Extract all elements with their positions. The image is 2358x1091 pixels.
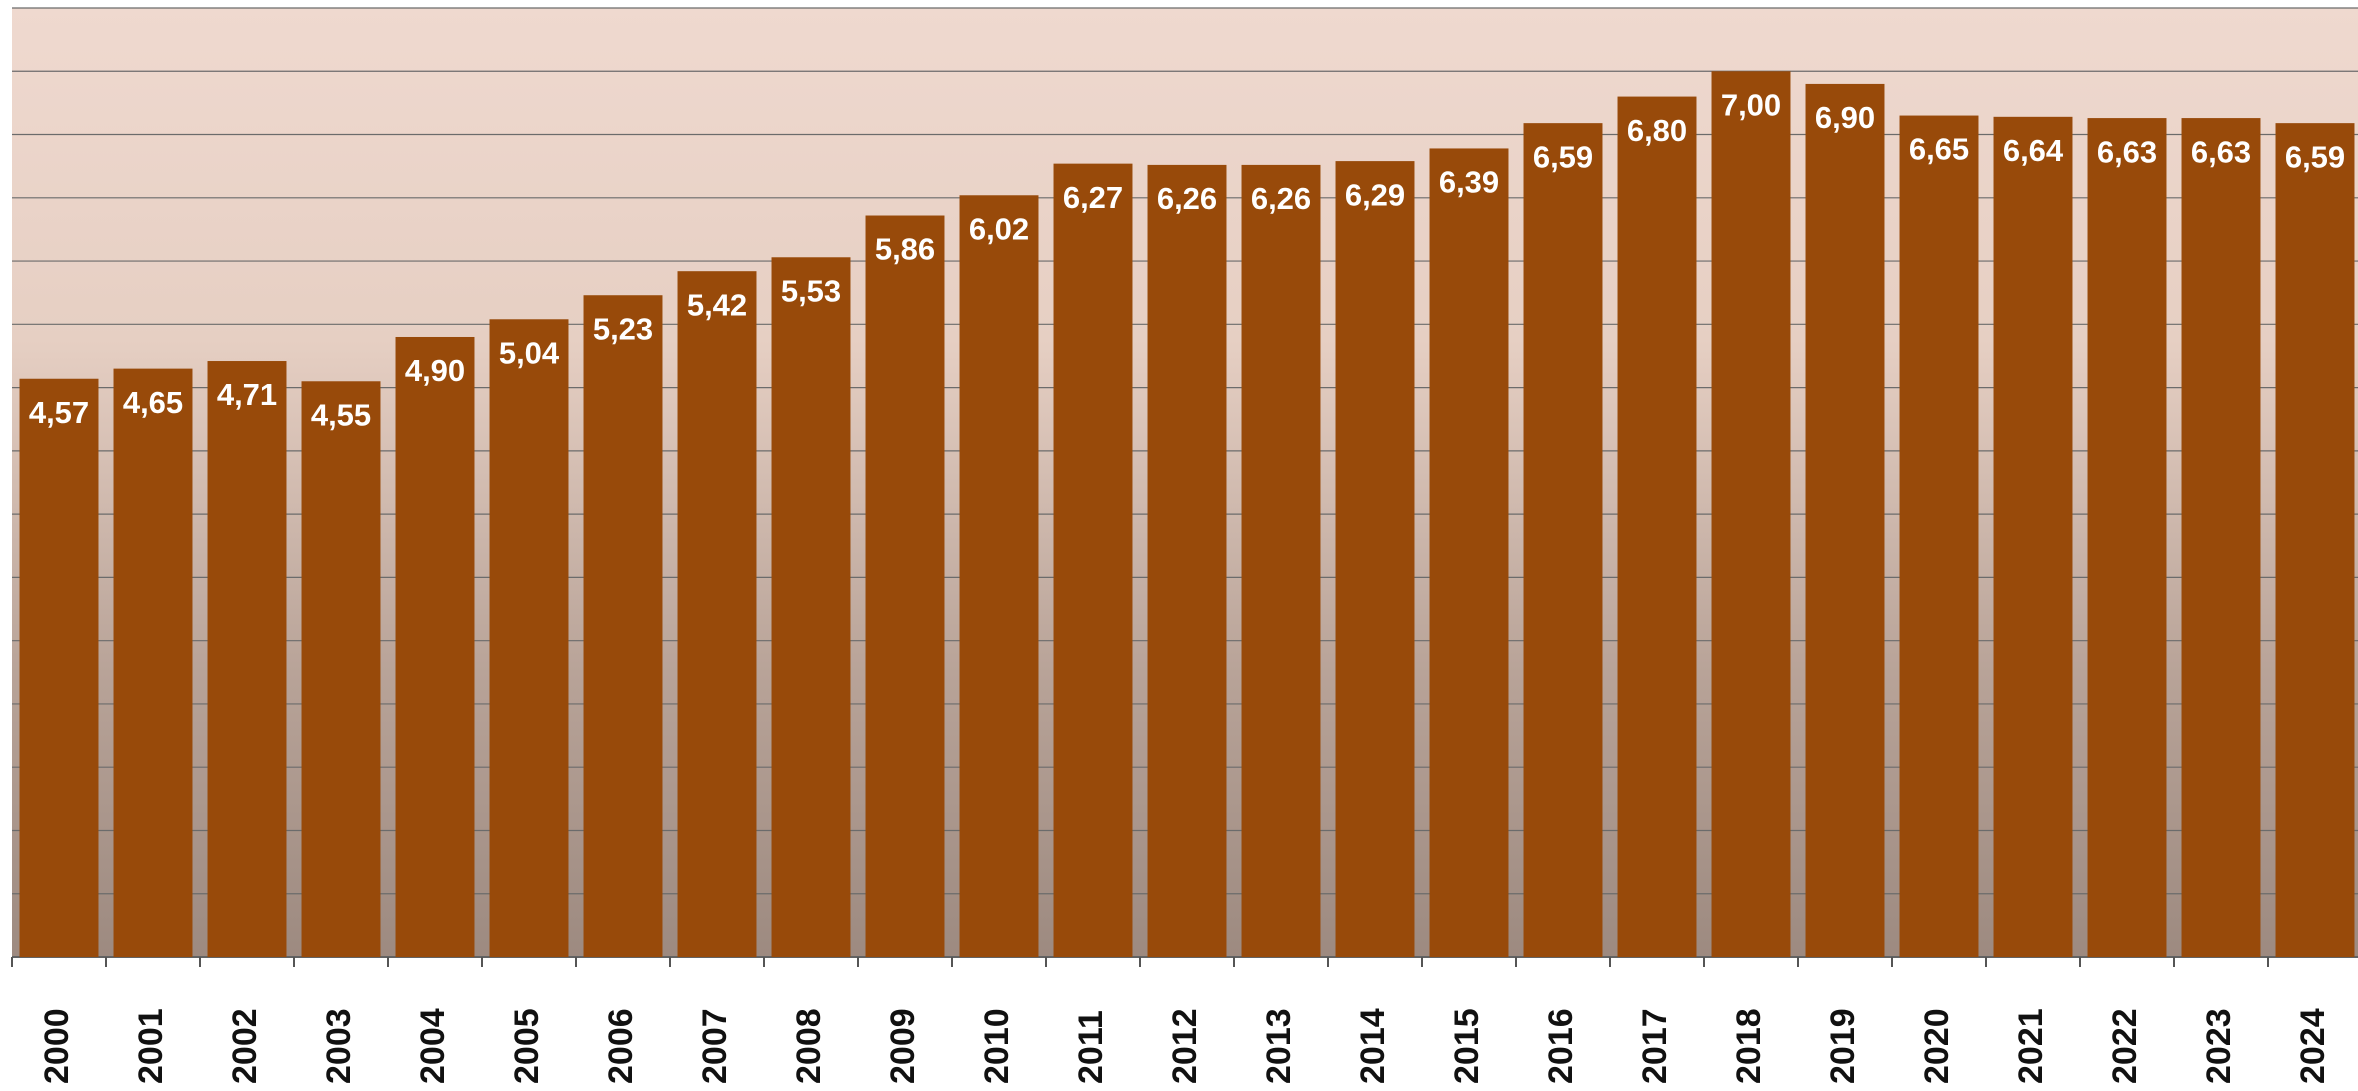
value-label: 4,57 — [29, 395, 89, 430]
value-label: 6,02 — [969, 211, 1029, 246]
bar — [301, 381, 381, 958]
x-tick-label: 2023 — [2200, 1008, 2238, 1084]
value-label: 4,55 — [311, 397, 371, 432]
bar — [1429, 148, 1509, 957]
value-label: 6,29 — [1345, 177, 1405, 212]
bar — [771, 257, 851, 958]
x-tick-label: 2021 — [2012, 1008, 2050, 1084]
bar — [1993, 116, 2073, 957]
x-tick-label: 2004 — [414, 1008, 452, 1084]
x-tick-label: 2007 — [696, 1008, 734, 1084]
bar — [2275, 123, 2355, 958]
value-label: 4,65 — [123, 385, 183, 420]
bar — [395, 336, 475, 957]
x-tick-label: 2009 — [884, 1008, 922, 1084]
x-tick-label: 2010 — [978, 1008, 1016, 1084]
value-label: 7,00 — [1721, 87, 1781, 122]
x-tick-label: 2005 — [508, 1008, 546, 1084]
value-label: 6,65 — [1909, 132, 1969, 167]
x-tick-label: 2008 — [790, 1008, 828, 1084]
bar — [1053, 163, 1133, 958]
x-tick-label: 2018 — [1730, 1008, 1768, 1084]
bar — [1241, 164, 1321, 957]
x-tick-label: 2014 — [1354, 1008, 1392, 1084]
bar — [959, 195, 1039, 957]
x-tick-label: 2002 — [226, 1008, 264, 1084]
x-tick-label: 2024 — [2294, 1008, 2332, 1084]
x-tick-label: 2022 — [2106, 1008, 2144, 1084]
value-label: 6,63 — [2191, 134, 2251, 169]
value-label: 5,53 — [781, 273, 841, 308]
value-label: 6,39 — [1439, 165, 1499, 200]
bar — [19, 378, 99, 957]
value-label: 6,59 — [1533, 139, 1593, 174]
value-label: 6,27 — [1063, 180, 1123, 215]
x-tick-label: 2011 — [1072, 1010, 1110, 1084]
bar — [113, 368, 193, 957]
x-tick-label: 2006 — [602, 1008, 640, 1084]
value-label: 6,63 — [2097, 134, 2157, 169]
bar — [2181, 118, 2261, 958]
value-label: 5,23 — [593, 311, 653, 346]
value-label: 5,42 — [687, 287, 747, 322]
value-label: 6,64 — [2003, 133, 2064, 168]
value-label: 5,04 — [499, 335, 560, 370]
value-label: 6,59 — [2285, 139, 2345, 174]
x-tick-label: 2013 — [1260, 1008, 1298, 1084]
x-tick-label: 2012 — [1166, 1008, 1204, 1084]
x-tick-label: 2017 — [1636, 1008, 1674, 1084]
x-tick-label: 2001 — [132, 1008, 170, 1084]
bar — [2087, 118, 2167, 958]
value-label: 6,90 — [1815, 100, 1875, 135]
bar — [1805, 83, 1885, 958]
value-label: 6,80 — [1627, 113, 1687, 148]
bar — [865, 215, 945, 958]
bar — [1711, 71, 1791, 958]
x-tick-label: 2000 — [38, 1008, 76, 1084]
value-label: 4,90 — [405, 353, 465, 388]
value-label: 6,26 — [1157, 181, 1217, 216]
bar — [583, 295, 663, 957]
value-label: 6,26 — [1251, 181, 1311, 216]
x-tick-label: 2016 — [1542, 1008, 1580, 1084]
x-tick-label: 2003 — [320, 1008, 358, 1084]
x-tick-label: 2019 — [1824, 1008, 1862, 1084]
bar — [1335, 161, 1415, 957]
bar — [1899, 115, 1979, 957]
bar — [1523, 123, 1603, 958]
x-tick-label: 2020 — [1918, 1008, 1956, 1084]
bar — [677, 271, 757, 957]
x-tick-label: 2015 — [1448, 1008, 1486, 1084]
value-label: 4,71 — [217, 377, 277, 412]
bar — [207, 361, 287, 957]
value-label: 5,86 — [875, 232, 935, 267]
bar — [489, 319, 569, 958]
bar — [1617, 96, 1697, 957]
bar — [1147, 164, 1227, 957]
